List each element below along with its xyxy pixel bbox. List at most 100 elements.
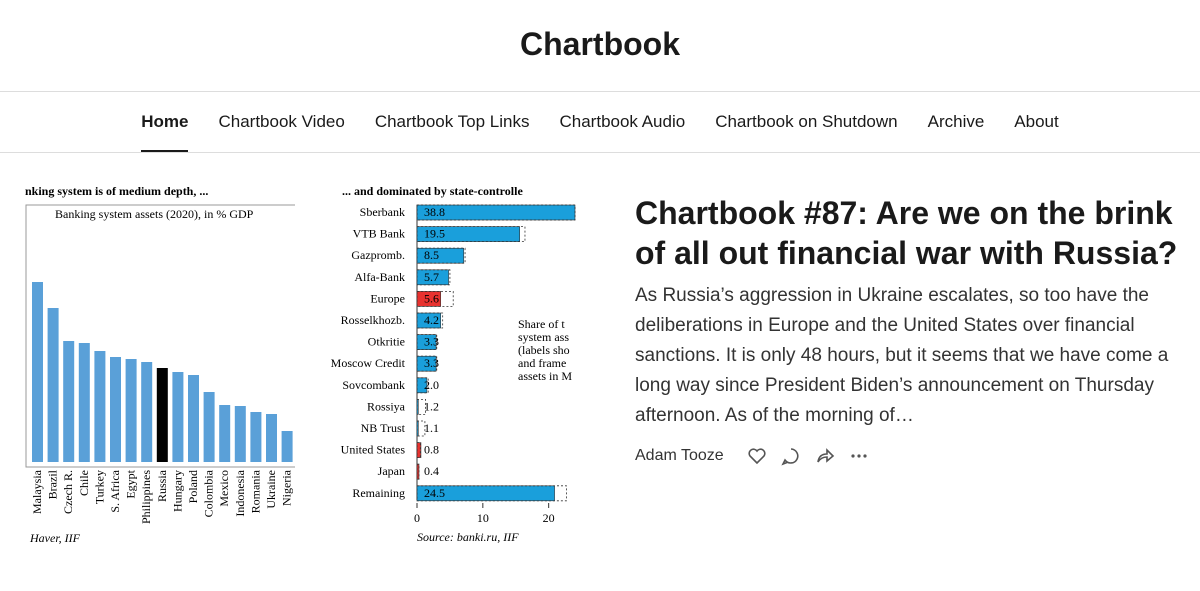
x-tick-label: S. Africa [108,469,122,512]
nav-item[interactable]: Chartbook on Shutdown [715,112,898,131]
chart-subtitle: Banking system assets (2020), in % GDP [55,207,254,221]
frame [416,226,526,242]
comment-icon[interactable] [780,445,802,467]
bar [172,372,184,462]
frame [416,355,438,372]
y-tick-label: Sberbank [360,205,405,219]
x-tick-label: Egypt [124,469,138,498]
y-tick-label: Gazpromb. [351,248,405,262]
chart-title: nking system is of medium depth, ... [25,184,208,198]
annotation: and frame [518,356,566,370]
value-label: 19.5 [424,227,445,241]
bar [188,375,199,462]
bar [94,351,106,462]
plot-frame [25,204,295,468]
y-tick-label: Alfa-Bank [354,270,405,284]
bar [416,247,465,264]
nav-item[interactable]: Chartbook Video [218,112,345,131]
x-tick-label: Indonesia [233,469,247,516]
bar [234,406,246,462]
post-title[interactable]: Chartbook #87: Are we on the brink of al… [635,195,1178,271]
x-tick-label: Turkey [92,470,106,504]
x-tick-label: Malaysia [30,469,44,514]
y-tick-label: United States [341,443,406,457]
site-title[interactable]: Chartbook [520,26,680,62]
like-icon[interactable] [746,445,768,467]
share-icon[interactable] [814,445,836,467]
bar [47,308,59,462]
value-label: 0.8 [424,443,439,457]
value-label: 1.2 [424,399,439,413]
x-tick-label: Hungary [170,470,184,512]
annotation: (labels sho [518,343,570,357]
bar [32,282,43,462]
y-tick-label: Europe [370,291,405,305]
value-label: 24.5 [424,486,445,500]
nav-item[interactable]: About [1014,112,1059,131]
figure: nking system is of medium depth, ... Bank… [25,184,576,545]
bar [281,431,293,462]
frame [416,290,454,307]
x-tick-label: Ukraine [264,470,278,509]
x-tick-label: Chile [77,470,91,496]
x-tick-label: Czech R. [61,470,75,514]
frame [416,204,576,221]
nav-item[interactable]: Home [141,92,189,152]
nav-item[interactable]: Archive [927,112,985,131]
y-tick-label: Remaining [352,486,405,500]
nav-item[interactable]: Chartbook Audio [559,112,686,131]
frame [416,334,438,351]
bar [266,414,277,462]
x-tick-label: Mexico [217,470,231,507]
value-label: 5.6 [424,291,439,305]
bar [156,368,168,462]
x-tick-label: Russia [155,469,169,502]
y-tick-label: Rossiya [367,399,406,413]
x-tick-label: Colombia [202,469,216,517]
x-tick-label: Romania [248,469,262,513]
bar [125,359,137,462]
post-excerpt: As Russia’s aggression in Ukraine escala… [635,285,1169,426]
y-tick-label: Otkritie [368,335,405,349]
frame [416,485,567,502]
post-meta: Adam Tooze [635,445,1180,467]
x-tick-label: Nigeria [280,469,294,506]
x-tick-label: 20 [543,511,555,525]
frame [416,312,444,329]
chart-title: ... and dominated by state-controlle [342,184,523,198]
y-tick-label: VTB Bank [353,227,405,241]
bar [78,343,90,462]
annotation: system ass [518,330,569,344]
nav-item[interactable]: Chartbook Top Links [374,112,530,131]
bar [416,226,520,242]
x-tick-label: Brazil [46,469,60,499]
x-tick-label: Poland [186,470,200,503]
bar [203,392,215,462]
bar [250,412,262,462]
nav: Home Chartbook Video Chartbook Top Links Ch… [0,92,1200,153]
y-tick-label: Rosselkhozb. [341,313,405,327]
header: Chartbook [0,0,1200,92]
y-tick-label: NB Trust [361,421,406,435]
annotation: Share of t [518,317,565,331]
value-label: 0.4 [424,464,439,478]
frame [416,442,421,459]
x-tick-label: Philippines [139,470,153,524]
annotation: assets in M [518,369,572,383]
frame [416,247,466,264]
frame [416,269,451,286]
y-tick-label: Moscow Credit [331,356,406,370]
bar [416,291,442,307]
chart-source: Source: banki.ru, IIF [417,530,519,544]
value-label: 38.8 [424,205,445,219]
more-icon[interactable] [848,445,870,467]
author[interactable]: Adam Tooze [635,447,724,464]
value-label: 3.3 [424,356,439,370]
value-label: 5.7 [424,270,439,284]
bar [63,341,75,462]
frame [416,463,420,480]
chart-source: Haver, IIF [29,531,81,545]
bar [141,362,153,462]
frame [416,377,429,394]
